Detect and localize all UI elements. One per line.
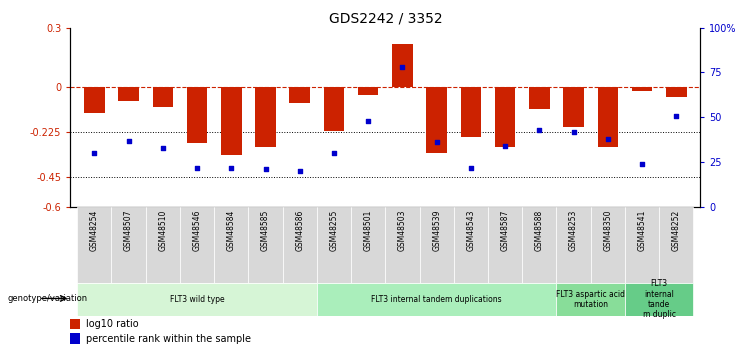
Point	[568, 129, 579, 135]
Text: GSM48503: GSM48503	[398, 209, 407, 251]
Bar	[632, 87, 652, 91]
Bar	[597, 87, 618, 147]
Bar	[666, 87, 687, 97]
Bar	[426, 87, 447, 153]
Point	[499, 143, 511, 149]
Text: log10 ratio: log10 ratio	[86, 319, 139, 329]
Point	[465, 165, 476, 170]
Point	[225, 165, 237, 170]
Text: GSM48584: GSM48584	[227, 209, 236, 251]
FancyBboxPatch shape	[659, 207, 694, 283]
Point	[259, 167, 271, 172]
FancyBboxPatch shape	[488, 207, 522, 283]
FancyBboxPatch shape	[248, 207, 282, 283]
Text: GSM48587: GSM48587	[501, 209, 510, 251]
Bar	[461, 87, 481, 137]
FancyBboxPatch shape	[591, 207, 625, 283]
FancyBboxPatch shape	[556, 207, 591, 283]
FancyBboxPatch shape	[282, 207, 317, 283]
Text: GSM48546: GSM48546	[193, 209, 202, 251]
FancyBboxPatch shape	[453, 207, 488, 283]
Text: GSM48586: GSM48586	[295, 209, 305, 251]
Point	[396, 64, 408, 70]
Point	[294, 168, 306, 174]
Point	[636, 161, 648, 167]
FancyBboxPatch shape	[77, 207, 111, 283]
Bar	[255, 87, 276, 147]
Text: GSM48252: GSM48252	[672, 209, 681, 250]
Text: GSM48588: GSM48588	[535, 209, 544, 250]
Bar	[119, 87, 139, 101]
Text: FLT3
internal
tande
m duplic: FLT3 internal tande m duplic	[642, 279, 676, 319]
Bar	[392, 43, 413, 87]
Bar	[563, 87, 584, 127]
Title: GDS2242 / 3352: GDS2242 / 3352	[328, 11, 442, 25]
FancyBboxPatch shape	[625, 207, 659, 283]
FancyBboxPatch shape	[317, 207, 351, 283]
Bar	[187, 87, 207, 143]
Bar	[153, 87, 173, 107]
Bar	[70, 333, 80, 344]
Text: GSM48255: GSM48255	[330, 209, 339, 251]
Text: FLT3 wild type: FLT3 wild type	[170, 295, 225, 304]
Point	[431, 140, 442, 145]
FancyBboxPatch shape	[419, 207, 453, 283]
FancyBboxPatch shape	[317, 283, 556, 316]
Bar	[70, 319, 80, 329]
Bar	[290, 87, 310, 104]
FancyBboxPatch shape	[625, 283, 694, 316]
Point	[534, 127, 545, 132]
Point	[123, 138, 135, 144]
Point	[191, 165, 203, 170]
FancyBboxPatch shape	[385, 207, 419, 283]
FancyBboxPatch shape	[77, 283, 317, 316]
Text: GSM48510: GSM48510	[159, 209, 167, 251]
Text: GSM48543: GSM48543	[466, 209, 476, 251]
Point	[328, 150, 340, 156]
Point	[157, 145, 169, 150]
Bar	[221, 87, 242, 155]
Bar	[495, 87, 516, 147]
Text: percentile rank within the sample: percentile rank within the sample	[86, 334, 251, 344]
Point	[671, 113, 682, 118]
FancyBboxPatch shape	[522, 207, 556, 283]
Point	[362, 118, 374, 124]
FancyBboxPatch shape	[146, 207, 180, 283]
Text: FLT3 internal tandem duplications: FLT3 internal tandem duplications	[371, 295, 502, 304]
Text: GSM48507: GSM48507	[124, 209, 133, 251]
FancyBboxPatch shape	[214, 207, 248, 283]
FancyBboxPatch shape	[111, 207, 146, 283]
Text: GSM48539: GSM48539	[432, 209, 441, 251]
Text: FLT3 aspartic acid
mutation: FLT3 aspartic acid mutation	[556, 289, 625, 309]
Text: GSM48254: GSM48254	[90, 209, 99, 251]
FancyBboxPatch shape	[351, 207, 385, 283]
Text: GSM48541: GSM48541	[637, 209, 647, 251]
FancyBboxPatch shape	[556, 283, 625, 316]
Text: GSM48350: GSM48350	[603, 209, 612, 251]
Bar	[84, 87, 104, 113]
Text: GSM48501: GSM48501	[364, 209, 373, 251]
FancyBboxPatch shape	[180, 207, 214, 283]
Text: GSM48253: GSM48253	[569, 209, 578, 251]
Bar	[358, 87, 379, 95]
Text: genotype/variation: genotype/variation	[7, 294, 87, 303]
Bar	[324, 87, 345, 131]
Point	[602, 136, 614, 141]
Bar	[529, 87, 550, 109]
Text: GSM48585: GSM48585	[261, 209, 270, 251]
Point	[88, 150, 100, 156]
